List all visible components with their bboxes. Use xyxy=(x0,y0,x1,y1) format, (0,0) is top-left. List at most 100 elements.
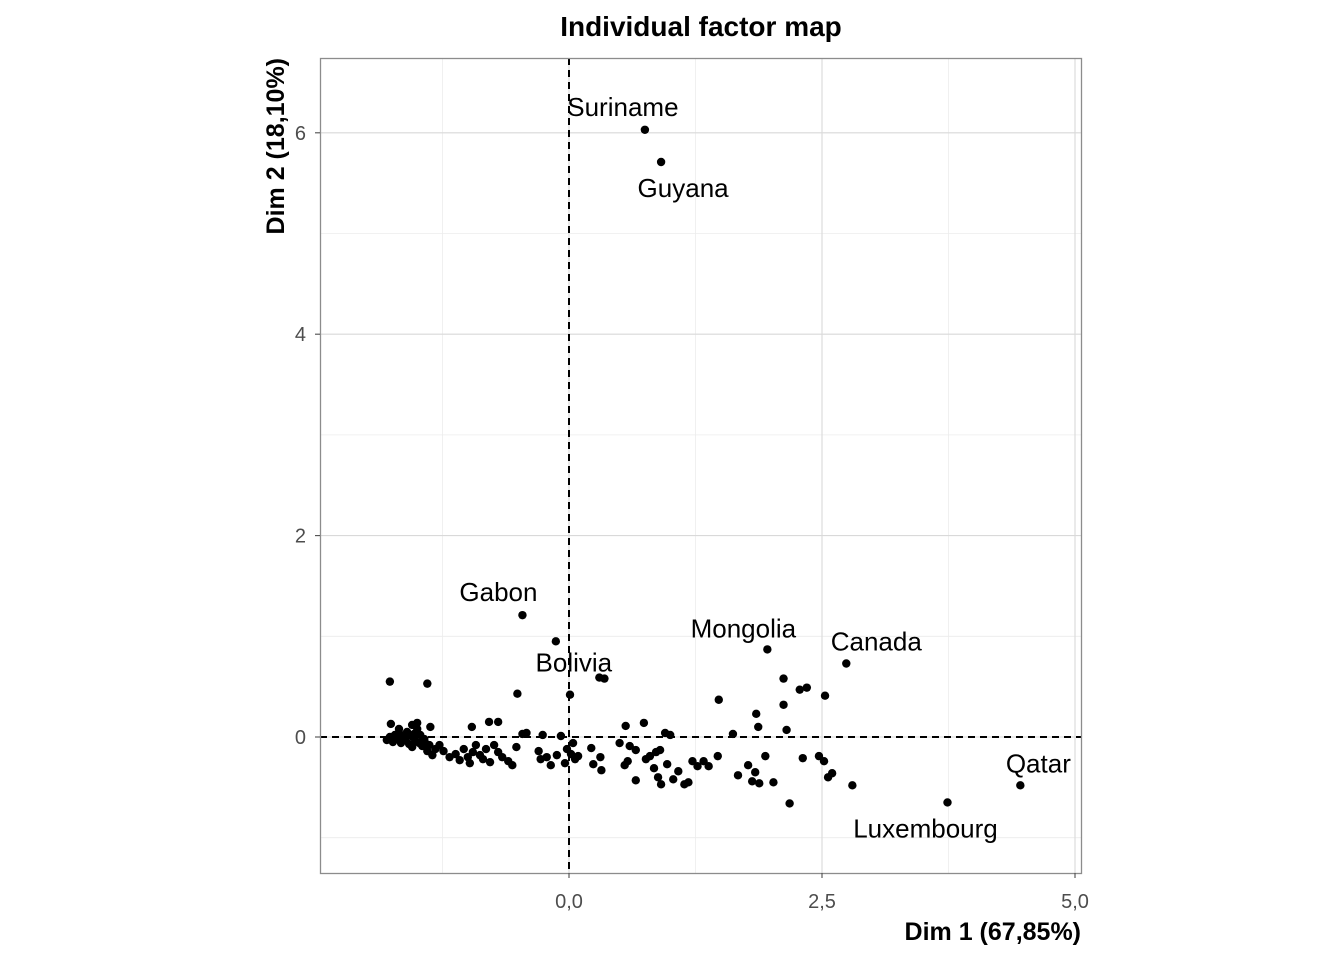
data-point xyxy=(478,754,488,764)
point-label: Canada xyxy=(831,626,923,656)
data-point xyxy=(560,758,570,768)
y-tick-label: 0 xyxy=(295,727,306,749)
data-point xyxy=(596,752,605,762)
data-point xyxy=(820,691,830,700)
data-point xyxy=(481,744,491,754)
data-point xyxy=(802,683,812,692)
point-labels: Suriname Guyana Gabon Bolivia Mongolia Canada… xyxy=(459,92,1071,844)
data-point xyxy=(435,740,444,750)
labeled-data-point xyxy=(1016,781,1025,790)
plot-panel-border xyxy=(319,57,1083,875)
data-point xyxy=(639,718,649,728)
labeled-data-point xyxy=(763,645,772,654)
data-point xyxy=(573,751,583,761)
point-label: Suriname xyxy=(567,92,678,122)
point-label: Gabon xyxy=(459,577,537,607)
data-point xyxy=(751,768,760,777)
data-point xyxy=(649,764,659,773)
data-point xyxy=(625,741,634,751)
data-point xyxy=(769,778,778,787)
data-point xyxy=(484,717,494,727)
labeled-data-point xyxy=(551,637,561,646)
data-point xyxy=(684,778,693,787)
point-label: Bolivia xyxy=(536,647,613,677)
data-point xyxy=(385,677,395,686)
data-point xyxy=(423,679,432,688)
data-point xyxy=(587,743,596,753)
data-point xyxy=(513,689,522,698)
data-point xyxy=(568,738,578,748)
point-label: Luxembourg xyxy=(853,813,998,843)
data-point xyxy=(534,746,543,756)
data-point xyxy=(656,780,666,789)
y-tick-label: 4 xyxy=(295,324,306,346)
chart-title: Individual factor map xyxy=(560,11,842,42)
data-point xyxy=(779,674,788,683)
labeled-data-point xyxy=(640,125,650,134)
data-point xyxy=(666,730,675,740)
data-point xyxy=(552,750,562,760)
data-point xyxy=(426,722,435,732)
scatter-points xyxy=(382,125,1025,808)
data-point xyxy=(522,728,531,738)
data-point xyxy=(693,762,702,771)
data-point xyxy=(465,758,475,768)
data-point xyxy=(761,751,770,761)
data-point xyxy=(755,779,764,788)
x-axis-title: Dim 1 (67,85%) xyxy=(905,918,1081,946)
x-tick-label: 2,5 xyxy=(808,891,836,913)
data-point xyxy=(538,730,547,740)
data-point xyxy=(819,756,829,766)
data-point xyxy=(798,753,807,763)
data-point xyxy=(662,759,672,769)
y-tick-label: 2 xyxy=(295,526,306,548)
data-point xyxy=(512,742,521,752)
data-point xyxy=(655,745,665,755)
data-point xyxy=(645,751,655,761)
data-point xyxy=(779,700,788,709)
data-point xyxy=(827,769,837,778)
data-point xyxy=(589,759,598,769)
data-point xyxy=(471,740,481,750)
data-point xyxy=(621,721,630,731)
data-point xyxy=(439,746,448,756)
data-point xyxy=(425,740,434,750)
reference-lines xyxy=(320,58,1081,873)
data-point xyxy=(754,722,763,732)
data-point xyxy=(459,744,468,754)
data-point xyxy=(468,747,478,757)
data-point xyxy=(669,775,678,784)
data-point xyxy=(546,760,555,770)
data-point xyxy=(508,760,517,770)
data-point xyxy=(631,776,640,785)
y-tick-label: 6 xyxy=(295,123,306,145)
data-point xyxy=(733,771,743,780)
data-point xyxy=(615,738,624,748)
data-point xyxy=(565,690,575,699)
data-point xyxy=(704,762,713,771)
data-point xyxy=(498,752,507,762)
data-point xyxy=(467,722,477,732)
data-point xyxy=(597,766,606,775)
data-point xyxy=(782,725,791,735)
y-axis-title: Dim 2 (18,10%) xyxy=(262,58,290,234)
labeled-data-point xyxy=(518,610,527,620)
data-point xyxy=(451,749,460,759)
data-point xyxy=(485,757,495,767)
data-point xyxy=(489,740,499,750)
data-point xyxy=(714,695,723,704)
data-point xyxy=(413,718,422,728)
data-point xyxy=(728,729,738,739)
point-label: Mongolia xyxy=(691,613,797,643)
data-point xyxy=(795,685,804,694)
data-point xyxy=(493,717,503,727)
data-point xyxy=(631,745,640,755)
point-label: Qatar xyxy=(1006,748,1071,778)
data-point xyxy=(785,799,794,808)
data-point xyxy=(600,674,609,683)
labeled-data-point xyxy=(842,659,851,668)
x-tick-label: 0,0 xyxy=(555,891,583,913)
point-label: Guyana xyxy=(638,173,730,203)
data-point xyxy=(752,709,761,719)
